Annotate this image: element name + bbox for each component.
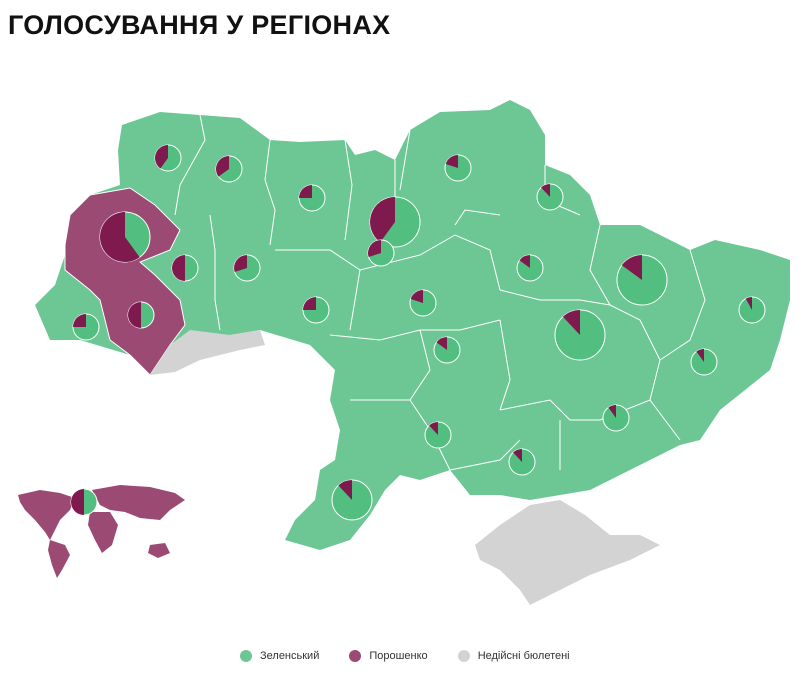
pie-slice-poroshenko [99, 212, 140, 262]
pie-slice-poroshenko [370, 197, 395, 243]
pie-slice-poroshenko [172, 255, 185, 281]
vote-pie [215, 155, 243, 183]
pie-slice-poroshenko [303, 297, 316, 310]
world-eurasia [92, 485, 185, 520]
region-border [174, 114, 206, 216]
region-invalid-crimea [475, 500, 660, 605]
pie-slice-poroshenko [519, 255, 530, 268]
world-australia [148, 543, 170, 558]
vote-pie [433, 336, 461, 364]
region-border [609, 304, 661, 361]
pie-slice-poroshenko [338, 480, 352, 500]
pie-slice-poroshenko [513, 449, 522, 462]
region-border [419, 234, 501, 291]
legend: Зеленський Порошенко Недійсні бюлетені [240, 650, 570, 662]
vote-pie [554, 309, 606, 361]
vote-pie [616, 254, 668, 306]
pie-slice-poroshenko [410, 290, 423, 303]
legend-item-poroshenko: Порошенко [349, 650, 428, 662]
vote-pie [444, 154, 472, 182]
legend-item-invalid: Недійсні бюлетені [457, 650, 570, 662]
region-border [399, 129, 411, 191]
vote-pie [690, 348, 718, 376]
region-poroshenko-west [64, 187, 186, 376]
vote-pie [516, 254, 544, 282]
pie-slice-poroshenko [621, 255, 642, 280]
pie-slice-poroshenko [299, 185, 312, 198]
world-north-america [18, 490, 75, 540]
region-border [499, 319, 511, 411]
legend-swatch-poroshenko [349, 650, 362, 662]
vote-pie [127, 301, 155, 329]
vote-pie [154, 144, 182, 172]
pie-slice-poroshenko [71, 489, 84, 515]
pie-slice-poroshenko [155, 145, 168, 169]
vote-pie [302, 296, 330, 324]
vote-pie [99, 211, 151, 263]
pie-slice-poroshenko [562, 310, 580, 335]
pie-slice-poroshenko [445, 155, 458, 168]
vote-pie [738, 296, 766, 324]
region-border [499, 289, 611, 306]
vote-pie [508, 448, 536, 476]
world-africa [88, 512, 118, 553]
legend-label: Недійсні бюлетені [477, 650, 570, 662]
vote-pie [70, 488, 98, 516]
region-border [344, 139, 353, 241]
vote-pie [298, 184, 326, 212]
region-border [589, 224, 611, 306]
ukraine-region-map [18, 100, 790, 605]
pie-slice-poroshenko [234, 255, 247, 273]
legend-label: Порошенко [369, 650, 428, 662]
pie-slice-poroshenko [745, 297, 752, 310]
pie-slice-poroshenko [368, 240, 381, 258]
pie-slice-poroshenko [608, 405, 616, 418]
pie-slice-poroshenko [541, 184, 550, 197]
region-border [349, 269, 361, 331]
legend-label: Зеленський [260, 650, 320, 662]
vote-pie [72, 313, 100, 341]
vote-pie [602, 404, 630, 432]
pie-slice-poroshenko [429, 422, 438, 435]
page-title: ГОЛОСУВАННЯ У РЕГІОНАХ [8, 10, 391, 40]
region-border [264, 139, 276, 246]
vote-pie [367, 239, 395, 267]
vote-pie [233, 254, 261, 282]
vote-pie [536, 183, 564, 211]
region-invalid-chernivtsi [150, 330, 265, 375]
region-border [659, 249, 706, 361]
legend-item-zelensky: Зеленський [240, 650, 319, 662]
vote-pie [424, 421, 452, 449]
vote-pie [369, 196, 421, 248]
vote-pie [171, 254, 199, 282]
region-border [350, 329, 431, 401]
legend-swatch-invalid [457, 650, 470, 662]
world-south-america [48, 540, 70, 578]
legend-swatch-zelensky [240, 650, 252, 662]
vote-pie [331, 479, 373, 521]
pie-slice-poroshenko [436, 337, 447, 350]
vote-pie [409, 289, 437, 317]
pie-slice-poroshenko [128, 302, 141, 328]
region-border [449, 439, 521, 471]
ukraine-outline [35, 100, 790, 550]
region-border [454, 209, 501, 226]
pie-slice-poroshenko [73, 314, 86, 327]
region-border [209, 214, 221, 331]
pie-slice-poroshenko [696, 349, 704, 362]
pie-slice-poroshenko [216, 156, 229, 177]
